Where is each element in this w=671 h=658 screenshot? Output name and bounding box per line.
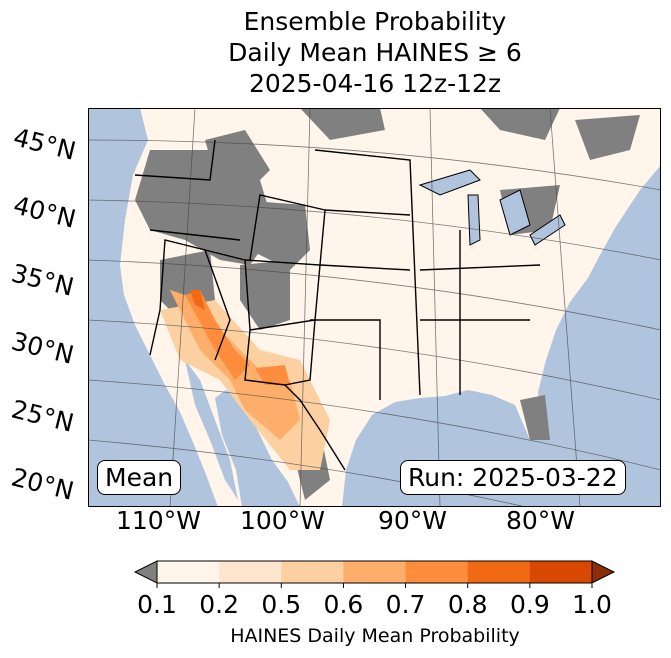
colorbar-segment — [467, 561, 531, 583]
lat-label: 20°N — [8, 462, 77, 506]
colorbar-tick-label: 1.0 — [572, 590, 612, 619]
run-date-label: Run: 2025-03-22 — [400, 460, 626, 495]
colorbar-tick-label: 0.6 — [323, 590, 364, 619]
lat-label: 30°N — [8, 326, 77, 370]
colorbar-over-arrow — [591, 560, 616, 584]
colorbar — [133, 560, 616, 588]
colorbar-tick-label: 0.7 — [385, 590, 426, 619]
great-lakes — [418, 169, 566, 246]
colorbar-under-arrow — [133, 560, 158, 584]
lat-label: 25°N — [8, 394, 77, 438]
colorbar-segment — [281, 561, 344, 583]
colorbar-tick-label: 0.8 — [447, 590, 488, 619]
lat-label: 35°N — [8, 258, 77, 302]
lon-label: 100°W — [240, 506, 325, 535]
title-line-1: Ensemble Probability — [243, 7, 507, 36]
colorbar-segment — [405, 561, 469, 583]
chart-title: Ensemble Probability Daily Mean HAINES ≥… — [0, 6, 671, 99]
colorbar-label: HAINES Daily Mean Probability — [230, 625, 520, 647]
colorbar-tick-label: 0.9 — [509, 590, 550, 619]
colorbar-tick-label: 0.1 — [137, 590, 177, 619]
state-borders — [134, 139, 541, 471]
colorbar-segment — [343, 561, 407, 583]
mean-label: Mean — [97, 460, 182, 495]
lon-label: 80°W — [506, 506, 576, 535]
colorbar-segment — [529, 561, 593, 583]
title-line-2: Daily Mean HAINES ≥ 6 — [228, 38, 522, 67]
lon-label: 110°W — [116, 506, 201, 535]
colorbar-segment — [219, 561, 282, 583]
map — [88, 108, 661, 507]
colorbar-tick-label: 0.5 — [261, 590, 302, 619]
lon-label: 90°W — [378, 506, 448, 535]
colorbar-segment — [157, 561, 220, 583]
gridlines — [88, 108, 661, 507]
title-line-3: 2025-04-16 12z-12z — [248, 69, 502, 98]
colorbar-outline — [156, 560, 593, 584]
gulf-of-california — [185, 360, 238, 500]
lat-label: 40°N — [10, 190, 79, 234]
colorbar-tick-label: 0.2 — [199, 590, 240, 619]
lat-label: 45°N — [10, 122, 79, 166]
